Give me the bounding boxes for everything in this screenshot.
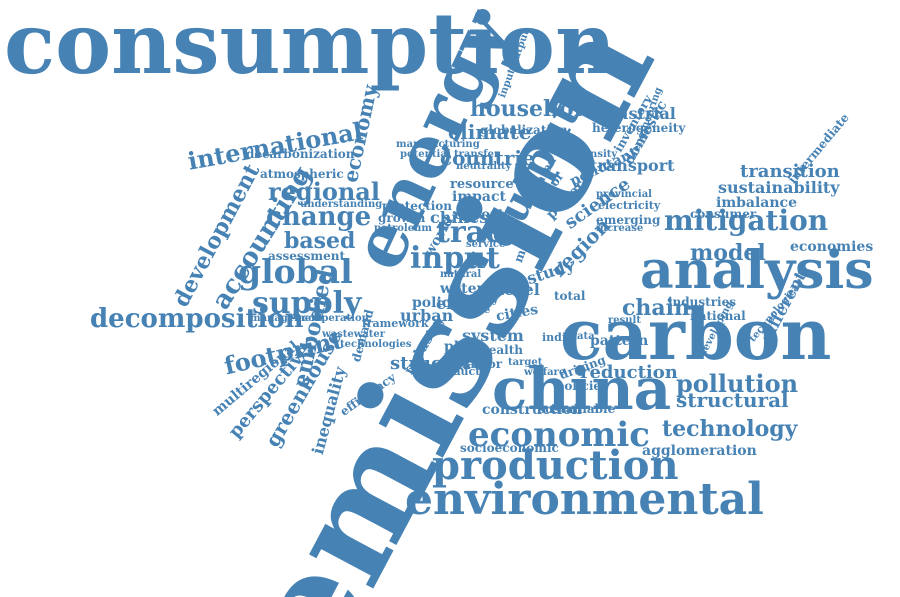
word-environmental: environmental (405, 474, 764, 525)
word-chain: chain (622, 295, 690, 321)
word-understanding: understanding (300, 199, 383, 210)
word-industries: industries (668, 295, 736, 309)
word-welfare: welfare (524, 367, 566, 378)
word-result: result (608, 315, 641, 326)
word-table: table (462, 305, 491, 316)
word-management: management (250, 313, 323, 324)
word-framework: framework (362, 317, 429, 330)
word-data: data (570, 331, 595, 342)
word-consumer: consumer (690, 207, 757, 221)
word-impact: impact (452, 189, 506, 205)
word-transport: transport (590, 156, 675, 175)
word-climate: climate (448, 120, 532, 144)
word-city: city (478, 295, 499, 306)
word-decomposition: decomposition (90, 304, 304, 334)
word-neutrality: neutrality (456, 161, 512, 172)
word-water: water (440, 281, 484, 297)
word-policy: policy (412, 295, 459, 311)
word-structural: structural (676, 388, 789, 412)
word-provincial: provincial (596, 189, 652, 200)
word-cooperation: cooperation (302, 313, 369, 324)
word-analysis: analysis (640, 240, 874, 301)
word-global: global (238, 252, 353, 291)
word-wastewater: wastewater (322, 329, 386, 340)
word-trade: trade (436, 215, 526, 250)
word-total: total (554, 289, 586, 303)
word-economies: economies (790, 239, 874, 255)
word-national: national (690, 309, 746, 323)
word-electricity: electricity (598, 199, 661, 212)
word-technologies: technologies (340, 339, 412, 350)
word-production: production (432, 442, 679, 489)
word-socioeconomic: socioeconomic (460, 441, 559, 455)
word-emerging: emerging (596, 213, 661, 227)
word-imbalance: imbalance (716, 195, 797, 211)
word-household: household (470, 96, 598, 122)
word-level: level (498, 280, 540, 299)
word-manufacturing: manufacturing (396, 139, 480, 150)
word-industrial: industrial (588, 104, 676, 123)
word-resource: resource (450, 177, 514, 192)
word-pattern: pattern (590, 333, 649, 349)
word-input: input (410, 241, 500, 276)
word-construction: construction (482, 402, 582, 418)
word-heterogeneity: heterogeneity (592, 121, 686, 135)
word-sustainability: sustainability (718, 178, 840, 197)
word-technology: technology (662, 416, 798, 442)
word-atmospheric: atmospheric (260, 167, 344, 181)
word-product: product (432, 365, 481, 378)
word-sustainable: sustainable (538, 402, 616, 416)
word-assessment: assessment (268, 249, 346, 263)
word-factor: factor (462, 357, 503, 371)
word-urban: urban (400, 306, 454, 325)
word-chinese: chinese (430, 208, 499, 227)
word-increase: increase (596, 223, 644, 234)
word-health: health (480, 343, 523, 357)
word-service: service (466, 239, 506, 250)
word-system: system (462, 326, 524, 345)
word-decarbonization: decarbonization (246, 147, 355, 161)
word-change: change (266, 202, 372, 232)
word-protection: protection (382, 199, 453, 213)
word-globalization: globalization (480, 123, 568, 137)
word-reduction: reduction (580, 362, 678, 383)
word-india: india (542, 331, 574, 344)
word-growth: growth (378, 211, 426, 225)
word-potential: potential (400, 149, 451, 160)
word-mitigation: mitigation (664, 204, 829, 237)
word-economic: economic (468, 415, 651, 455)
word-policies: policies (556, 379, 608, 393)
word-effect: effect (436, 294, 487, 313)
word-structure: structure (390, 353, 485, 374)
word-transfer: transfer (454, 149, 500, 160)
word-agglomeration: agglomeration (642, 443, 757, 459)
word-regional: regional (268, 177, 380, 206)
word-petroleum: petroleum (374, 223, 432, 234)
word-consumption: consumption (4, 0, 617, 93)
word-intensity: intensity (568, 149, 618, 160)
word-export: export (454, 207, 505, 223)
word-plant: plant (444, 339, 485, 355)
word-natural: natural (440, 269, 482, 280)
word-based: based (284, 228, 356, 254)
word-target: target (508, 357, 543, 368)
word-countrie: countrie (440, 146, 535, 170)
word-carbon: carbon (560, 293, 832, 376)
word-china: china (492, 355, 672, 423)
word-model: model (690, 240, 766, 266)
word-pollution: pollution (676, 369, 799, 398)
word-supply: supply (252, 286, 362, 321)
word-transition: transition (740, 161, 840, 182)
